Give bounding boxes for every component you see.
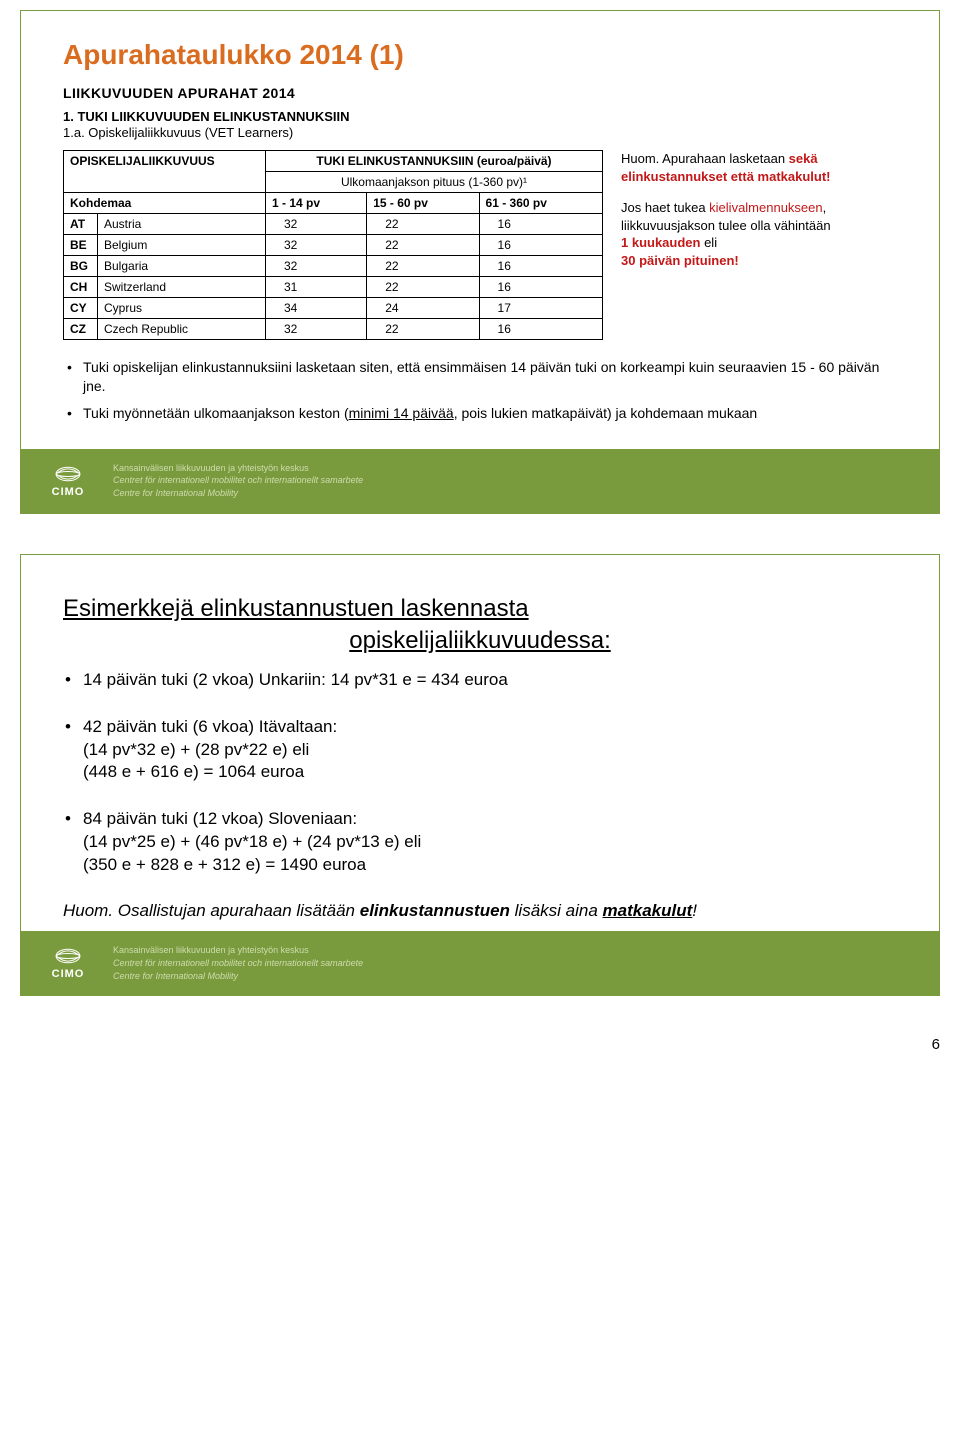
th-col3: 61 - 360 pv — [479, 193, 602, 214]
ex2: 42 päivän tuki (6 vkoa) Itävaltaan: (14 … — [63, 716, 897, 785]
ex3a: 84 päivän tuki (12 vkoa) Sloveniaan: — [83, 809, 357, 828]
ex3c: (350 e + 828 e + 312 e) = 1490 euroa — [83, 855, 366, 874]
ex2a: 42 päivän tuki (6 vkoa) Itävaltaan: — [83, 717, 337, 736]
cimo-logo-2: CIMO — [41, 941, 95, 985]
footer-text: Kansainvälisen liikkuvuuden ja yhteistyö… — [113, 462, 363, 500]
bullet-1: Tuki opiskelijan elinkustannuksiini lask… — [63, 358, 897, 396]
rate-table: OPISKELIJALIIKKUVUUS TUKI ELINKUSTANNUKS… — [63, 150, 603, 340]
table-row: BEBelgium322216 — [64, 235, 603, 256]
bullet2a: Tuki myönnetään ulkomaanjakson keston ( — [83, 405, 349, 421]
note2d: 1 kuukauden — [621, 235, 704, 250]
bullet2c: , pois lukien matkapäivät) ja kohdemaan … — [454, 405, 758, 421]
fn-d: matkakulut — [603, 901, 693, 920]
th-top-left: OPISKELIJALIIKKUVUUS — [64, 151, 266, 193]
slide2-footnote: Huom. Osallistujan apurahaan lisätään el… — [63, 901, 897, 921]
th-col2: 15 - 60 pv — [367, 193, 479, 214]
footer-text-2: Kansainvälisen liikkuvuuden ja yhteistyö… — [113, 944, 363, 982]
ex2b: (14 pv*32 e) + (28 pv*22 e) eli — [83, 740, 309, 759]
footer2-line3: Centre for International Mobility — [113, 970, 363, 983]
table-row: CZCzech Republic322216 — [64, 319, 603, 340]
bullet-2: Tuki myönnetään ulkomaanjakson keston (m… — [63, 404, 897, 423]
ex1: 14 päivän tuki (2 vkoa) Unkariin: 14 pv*… — [63, 669, 897, 692]
slide1-heading: LIIKKUVUUDEN APURAHAT 2014 — [63, 85, 897, 101]
slide-2: Esimerkkejä elinkustannustuen laskennast… — [20, 554, 940, 997]
page-number: 6 — [20, 1036, 940, 1053]
slide1-sub-b: 1.a. Opiskelijaliikkuvuus (VET Learners) — [63, 125, 897, 140]
note2f: 30 päivän pituinen! — [621, 253, 739, 268]
bullet2b: minimi 14 päivää — [349, 405, 454, 421]
table-row: CHSwitzerland312216 — [64, 277, 603, 298]
fn-a: Huom. Osallistujan apurahaan lisätään — [63, 901, 360, 920]
example-list: 14 päivän tuki (2 vkoa) Unkariin: 14 pv*… — [63, 669, 897, 878]
note1a: Huom. Apurahaan lasketaan — [621, 151, 789, 166]
slide-1: Apurahataulukko 2014 (1) LIIKKUVUUDEN AP… — [20, 10, 940, 514]
th-col0: Kohdemaa — [64, 193, 266, 214]
note2a: Jos haet tukea — [621, 200, 709, 215]
ex2c: (448 e + 616 e) = 1064 euroa — [83, 762, 304, 781]
th-top-right: TUKI ELINKUSTANNUKSIIN (euroa/päivä) — [265, 151, 602, 172]
slide1-bullets: Tuki opiskelijan elinkustannuksiini lask… — [63, 358, 897, 423]
note2b: kielivalmennukseen — [709, 200, 822, 215]
footer-band: CIMO Kansainvälisen liikkuvuuden ja yhte… — [21, 449, 939, 513]
fn-c: lisäksi aina — [510, 901, 603, 920]
table-row: BGBulgaria322216 — [64, 256, 603, 277]
footer2-line2: Centret för internationell mobilitet och… — [113, 957, 363, 970]
fn-e: ! — [692, 901, 697, 920]
cimo-text: CIMO — [52, 486, 85, 498]
side-notes: Huom. Apurahaan lasketaan sekä elinkusta… — [621, 150, 897, 283]
table-row: CYCyprus342417 — [64, 298, 603, 319]
footer-line1: Kansainvälisen liikkuvuuden ja yhteistyö… — [113, 462, 363, 475]
slide1-title: Apurahataulukko 2014 (1) — [63, 39, 897, 71]
globe-icon — [51, 464, 85, 484]
fn-b: elinkustannustuen — [360, 901, 510, 920]
note2e: eli — [704, 235, 717, 250]
cimo-logo: CIMO — [41, 459, 95, 503]
bullet1-text: Tuki opiskelijan elinkustannuksiini lask… — [83, 359, 879, 394]
table-row: ATAustria322216 — [64, 214, 603, 235]
slide1-sub-a: 1. TUKI LIIKKUVUUDEN ELINKUSTANNUKSIIN — [63, 109, 897, 124]
cimo-text-2: CIMO — [52, 968, 85, 980]
slide2-title-b: opiskelijaliikkuvuudessa: — [123, 627, 837, 655]
ex3: 84 päivän tuki (12 vkoa) Sloveniaan: (14… — [63, 808, 897, 877]
rate-table-wrap: OPISKELIJALIIKKUVUUS TUKI ELINKUSTANNUKS… — [63, 150, 603, 340]
ex3b: (14 pv*25 e) + (46 pv*18 e) + (24 pv*13 … — [83, 832, 421, 851]
th-col1: 1 - 14 pv — [265, 193, 366, 214]
th-sub-right: Ulkomaanjakson pituus (1-360 pv)¹ — [265, 172, 602, 193]
slide2-title-a: Esimerkkejä elinkustannustuen laskennast… — [63, 595, 897, 623]
footer-band-2: CIMO Kansainvälisen liikkuvuuden ja yhte… — [21, 931, 939, 995]
footer-line2: Centret för internationell mobilitet och… — [113, 474, 363, 487]
footer2-line1: Kansainvälisen liikkuvuuden ja yhteistyö… — [113, 944, 363, 957]
globe-icon — [51, 946, 85, 966]
footer-line3: Centre for International Mobility — [113, 487, 363, 500]
